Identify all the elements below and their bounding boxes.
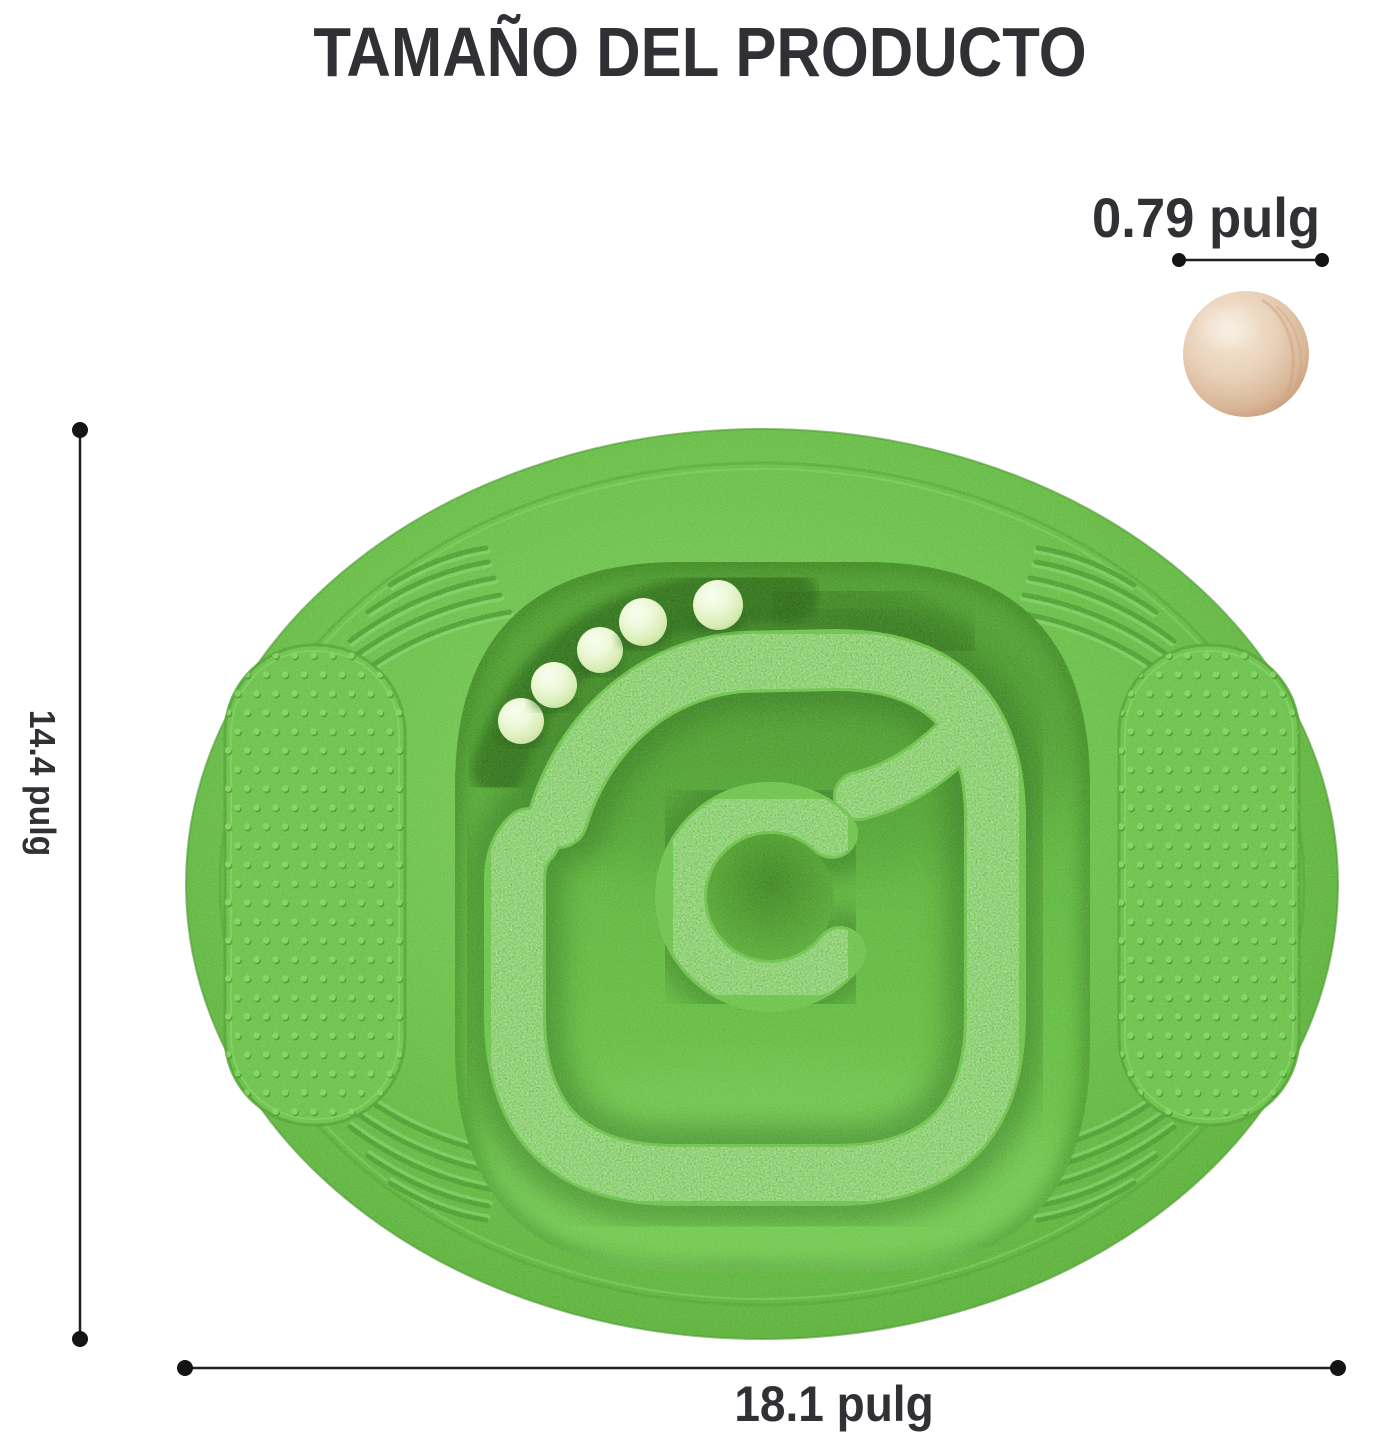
wooden-ball (1183, 291, 1309, 417)
dimension-endpoint-dot (1330, 1360, 1346, 1376)
dimension-endpoint-dot (1315, 253, 1329, 267)
dimension-endpoint-dot (72, 422, 88, 438)
dimension-board-height-label: 14.4 pulg (22, 710, 62, 857)
dimension-board-width: 18.1 pulg (177, 1360, 1346, 1432)
balance-board (185, 428, 1339, 1340)
dimension-endpoint-dot (72, 1331, 88, 1347)
page-title: TAMAÑO DEL PRODUCTO (313, 12, 1086, 91)
dimension-board-height: 14.4 pulg (22, 422, 88, 1347)
dimension-ball-diameter: 0.79 pulg (1092, 187, 1329, 267)
dimension-endpoint-dot (1172, 253, 1186, 267)
dimension-endpoint-dot (177, 1360, 193, 1376)
dimension-ball-diameter-label: 0.79 pulg (1092, 187, 1320, 250)
dimension-board-width-label: 18.1 pulg (734, 1377, 933, 1432)
board-texture-overlay (186, 429, 1338, 1339)
